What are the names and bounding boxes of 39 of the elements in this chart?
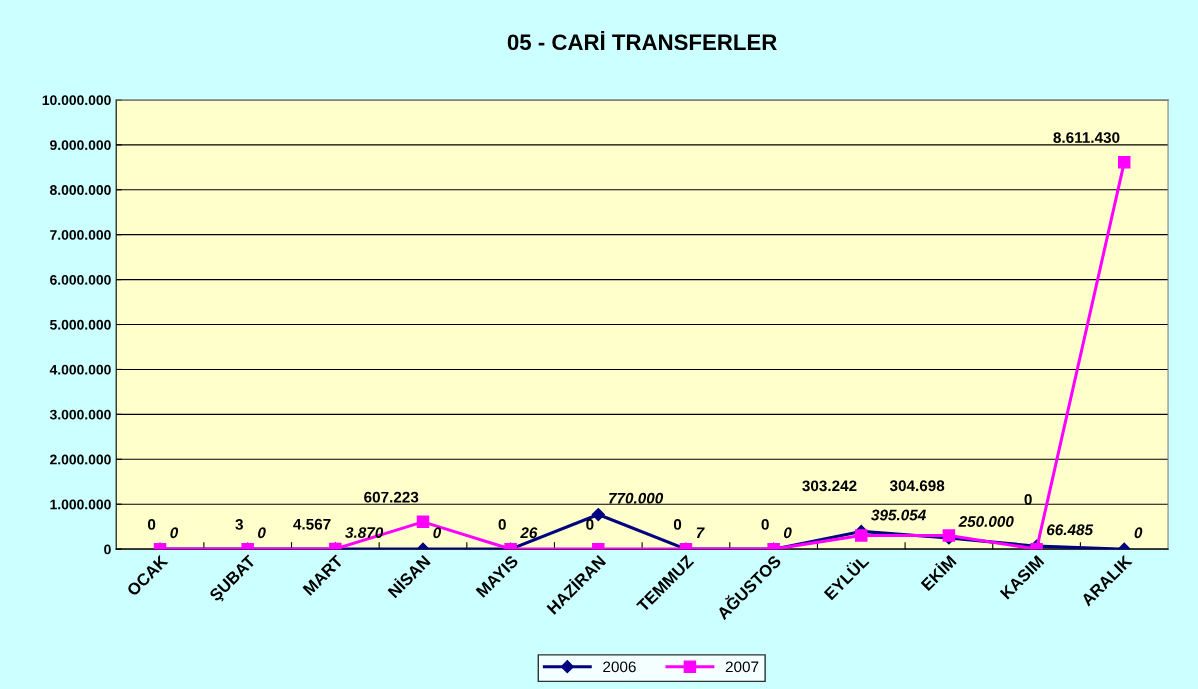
data-label: 0 [170, 527, 179, 539]
data-label: 0 [783, 527, 792, 539]
y-tick-label: 1.000.000 [50, 499, 111, 510]
y-tick-label: 6.000.000 [50, 274, 111, 285]
data-label: 0 [1024, 494, 1032, 505]
data-label: 0 [761, 519, 769, 530]
data-label: 3 [235, 519, 243, 530]
data-label: 4.567 [293, 518, 331, 530]
legend-label: 2006 [603, 661, 636, 673]
y-tick-label: 0 [104, 544, 111, 555]
data-label: 0 [147, 519, 156, 530]
legend-label: 2007 [725, 661, 759, 673]
data-label: 0 [586, 519, 594, 530]
data-label: 395.054 [871, 509, 926, 521]
data-label: 0 [433, 527, 442, 539]
y-tick-label: 2.000.000 [50, 454, 111, 465]
y-tick-label: 4.000.000 [49, 364, 111, 375]
data-label: 66.485 [1047, 524, 1094, 536]
y-tick-label: 7.000.000 [50, 230, 111, 240]
data-label: 0 [258, 527, 266, 539]
point [1117, 156, 1131, 169]
data-label: 0 [1134, 527, 1143, 539]
data-label: 770.000 [609, 492, 664, 504]
data-label: 250.000 [958, 516, 1014, 527]
data-label: 26 [520, 527, 538, 539]
y-tick-label: 3.000.000 [49, 409, 111, 420]
y-tick-label: 8.000.000 [50, 185, 111, 195]
data-label: 0 [673, 519, 682, 530]
y-tick-label: 10.000.000 [42, 95, 111, 106]
data-label: 0 [498, 519, 506, 530]
data-label: 304.698 [889, 480, 945, 492]
y-tick-label: 5.000.000 [49, 319, 111, 330]
data-label: 303.242 [802, 480, 857, 492]
data-label: 3.870 [345, 527, 384, 538]
data-label: 8.611.430 [1053, 132, 1120, 144]
y-tick-label: 9.000.000 [50, 140, 111, 150]
data-label: 607.223 [364, 491, 419, 503]
data-label: 7 [696, 527, 705, 539]
chart-title: 05 - CARİ TRANSFERLER [507, 30, 777, 51]
